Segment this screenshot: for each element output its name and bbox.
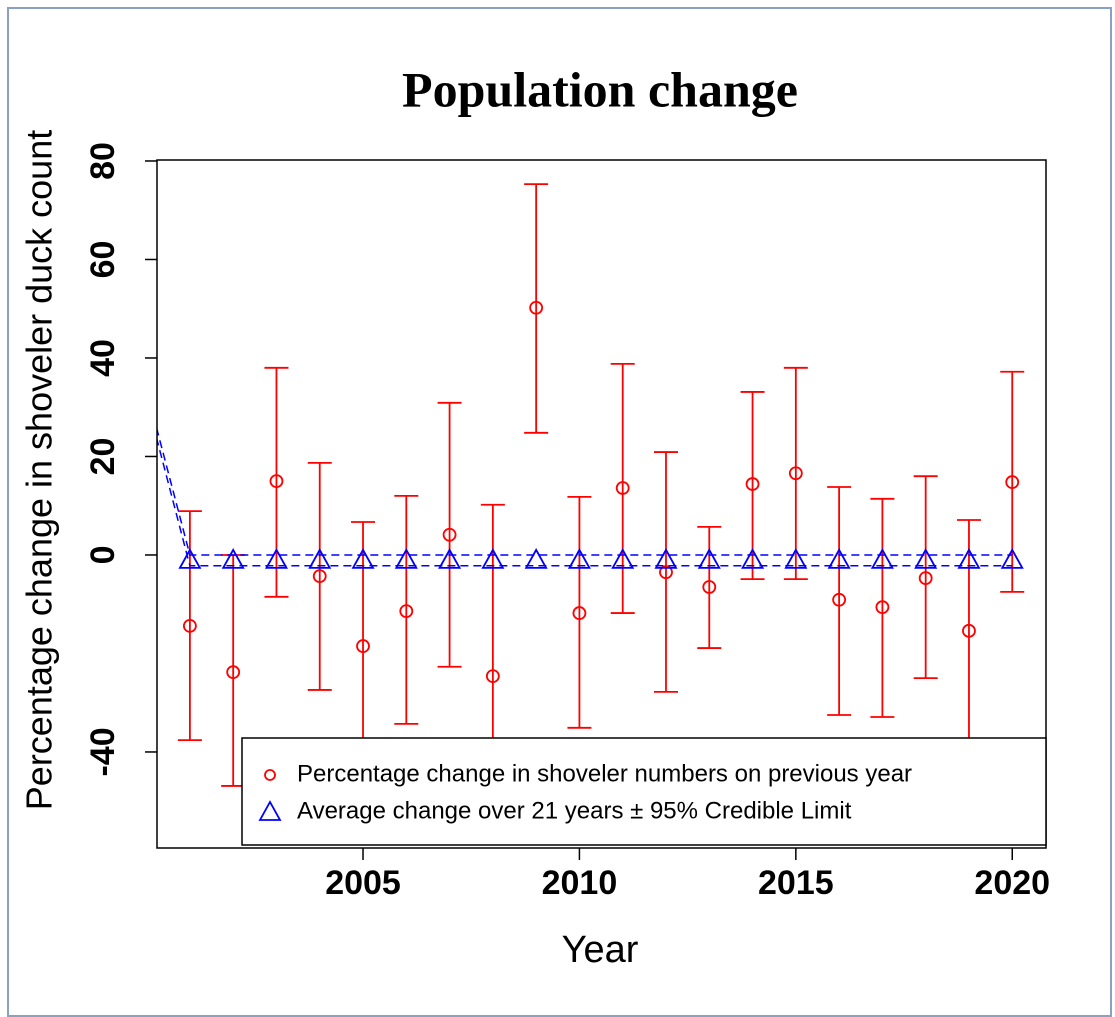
mean-marker	[308, 548, 332, 569]
credible-limit-line	[157, 436, 1013, 567]
point	[788, 466, 803, 481]
y-tick-label: -40	[84, 727, 122, 776]
mean-marker	[741, 548, 765, 569]
mean-marker	[784, 548, 808, 569]
y-tick-label: 80	[84, 142, 122, 180]
x-tick-label: 2015	[758, 864, 834, 902]
point	[918, 571, 933, 586]
plot-area	[157, 183, 1025, 793]
point	[832, 592, 847, 607]
credible-limit-line	[157, 426, 1013, 556]
mean-marker	[914, 548, 938, 569]
mean-marker	[870, 548, 894, 569]
mean-marker	[1000, 548, 1024, 569]
point	[962, 623, 976, 638]
point	[442, 527, 457, 542]
mean-marker	[481, 548, 505, 569]
mean-marker	[567, 548, 591, 569]
y-tick-label: 40	[84, 339, 122, 377]
error-bar	[524, 183, 549, 434]
error-bar	[610, 362, 635, 614]
chart-title: Population change	[402, 61, 798, 117]
legend-symbol	[258, 800, 282, 821]
point	[659, 565, 673, 580]
y-tick-label: 60	[84, 241, 122, 279]
y-tick-label: 0	[84, 546, 122, 565]
mean-marker	[394, 548, 418, 569]
error-bar	[264, 366, 289, 598]
point	[356, 639, 370, 653]
error-bar	[394, 494, 419, 725]
mean-marker	[221, 548, 245, 569]
legend-label: Average change over 21 years ± 95% Credi…	[297, 797, 852, 824]
error-bar	[740, 391, 765, 581]
error-bar	[783, 366, 808, 581]
mean-marker	[178, 548, 202, 569]
legend-box	[241, 737, 1047, 846]
error-bar	[913, 475, 938, 679]
y-tick-label: 20	[84, 438, 122, 476]
point	[572, 606, 587, 620]
x-axis-label: Year	[562, 929, 639, 971]
error-bar	[827, 486, 852, 716]
point	[269, 474, 284, 488]
point	[702, 580, 717, 594]
y-axis-label: Percentage change in shoveler duck count	[19, 130, 60, 810]
legend-symbol	[264, 769, 276, 781]
point	[399, 604, 414, 619]
mean-marker	[827, 548, 851, 569]
mean-marker	[697, 548, 721, 569]
point	[226, 665, 241, 680]
error-bar	[437, 401, 462, 668]
error-bar	[870, 497, 895, 718]
mean-marker	[654, 548, 678, 569]
mean-marker	[351, 548, 375, 569]
point	[182, 618, 197, 633]
x-tick-label: 2010	[542, 864, 618, 902]
legend-label: Percentage change in shoveler numbers on…	[297, 760, 912, 787]
error-bar	[567, 495, 592, 729]
x-tick-label: 2020	[974, 864, 1050, 902]
point	[615, 481, 630, 495]
mean-marker	[438, 548, 462, 569]
mean-marker	[611, 548, 635, 569]
plot-border	[156, 159, 1047, 849]
point	[745, 477, 760, 491]
error-bar	[697, 526, 722, 649]
point	[312, 569, 327, 584]
error-bar	[307, 461, 332, 691]
error-bar	[653, 451, 678, 693]
x-tick-label: 2005	[325, 864, 401, 902]
mean-marker	[957, 548, 981, 569]
point	[485, 669, 500, 684]
mean-marker	[264, 548, 288, 569]
point	[1005, 475, 1020, 489]
point	[875, 600, 890, 615]
mean-marker	[524, 548, 548, 569]
point	[529, 300, 544, 315]
